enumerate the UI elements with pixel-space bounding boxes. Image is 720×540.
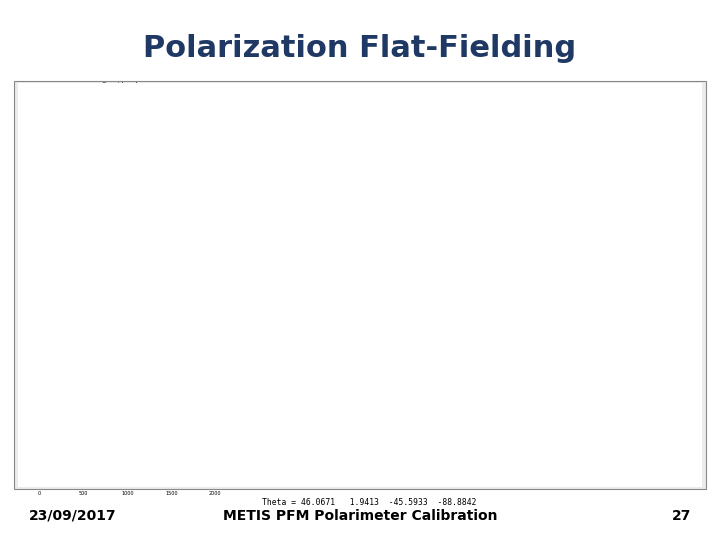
Text: First Method:
        0.4790   0.5244   0.5207   0.4759
D =  0.9718   0.2935  -1: First Method: 0.4790 0.5244 0.5207 0.475… <box>262 95 477 305</box>
Title: Considered area: Considered area <box>102 82 153 87</box>
Text: 27: 27 <box>672 509 691 523</box>
Text: METIS PFM Polarimeter Calibration: METIS PFM Polarimeter Calibration <box>222 509 498 523</box>
Text: First Method:
        0.5015   0.5174   0.4979   0.4833
D =  1.0195   0.2840  -1: First Method: 0.5015 0.5174 0.4979 0.483… <box>262 298 477 507</box>
Text: Polarization Flat-Fielding: Polarization Flat-Fielding <box>143 34 577 63</box>
Text: 23/09/2017: 23/09/2017 <box>29 509 117 523</box>
Title: Considered area: Considered area <box>102 285 153 290</box>
